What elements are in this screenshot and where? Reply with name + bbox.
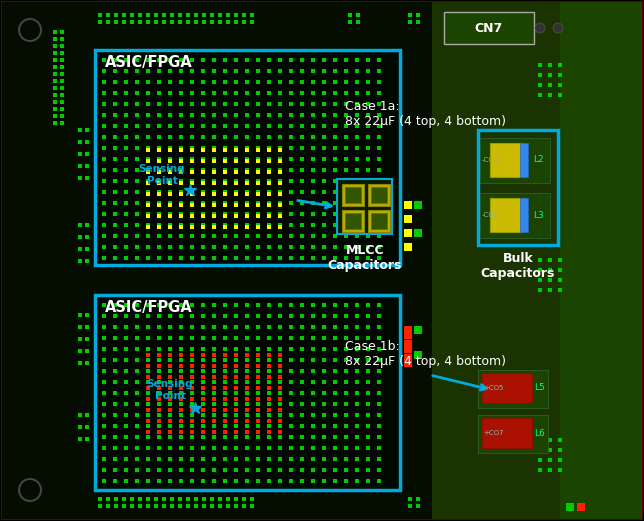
Bar bbox=[371, 213, 387, 229]
Text: CN7: CN7 bbox=[475, 21, 503, 34]
Bar bbox=[490, 143, 525, 177]
Bar bbox=[337, 179, 392, 234]
Text: MLCC
Capacitors: MLCC Capacitors bbox=[328, 244, 402, 272]
Bar bbox=[95, 295, 400, 490]
Text: ASIC/FPGA: ASIC/FPGA bbox=[105, 300, 193, 315]
Bar bbox=[342, 184, 364, 206]
Text: L6: L6 bbox=[534, 428, 545, 438]
Bar bbox=[560, 2, 642, 519]
Text: +CO5: +CO5 bbox=[483, 385, 504, 391]
Bar bbox=[444, 12, 534, 44]
Bar bbox=[368, 184, 390, 206]
Bar bbox=[520, 198, 528, 232]
Bar bbox=[482, 418, 532, 448]
Text: L5: L5 bbox=[534, 383, 545, 392]
Text: L3: L3 bbox=[533, 210, 544, 219]
Bar bbox=[368, 210, 390, 232]
Bar bbox=[342, 210, 364, 232]
Bar bbox=[490, 198, 525, 232]
Text: Case 1b:
8x 22μF (4 top, 4 bottom): Case 1b: 8x 22μF (4 top, 4 bottom) bbox=[345, 340, 506, 368]
Text: L2: L2 bbox=[533, 155, 544, 165]
Bar bbox=[520, 143, 528, 177]
Text: Sensing
Point: Sensing Point bbox=[138, 164, 185, 186]
Bar bbox=[478, 415, 548, 453]
Bar bbox=[95, 50, 400, 265]
Bar bbox=[480, 138, 550, 183]
Bar bbox=[371, 187, 387, 203]
Bar bbox=[480, 193, 550, 238]
Bar bbox=[2, 2, 432, 519]
Text: -C03: -C03 bbox=[482, 212, 498, 218]
Text: Case 1a:
8x 22μF (4 top, 4 bottom): Case 1a: 8x 22μF (4 top, 4 bottom) bbox=[345, 100, 506, 128]
Bar bbox=[478, 130, 558, 245]
Text: +CO7: +CO7 bbox=[483, 430, 504, 436]
Text: Bulk
Capacitors: Bulk Capacitors bbox=[481, 252, 555, 280]
Bar bbox=[432, 2, 642, 519]
Bar bbox=[345, 187, 361, 203]
Text: ASIC/FPGA: ASIC/FPGA bbox=[105, 55, 193, 70]
Bar bbox=[478, 370, 548, 408]
Circle shape bbox=[553, 23, 563, 33]
Bar bbox=[482, 373, 532, 403]
Text: -C03: -C03 bbox=[482, 157, 498, 163]
Text: Sensing
Point: Sensing Point bbox=[147, 379, 193, 401]
Circle shape bbox=[535, 23, 545, 33]
Bar bbox=[345, 213, 361, 229]
